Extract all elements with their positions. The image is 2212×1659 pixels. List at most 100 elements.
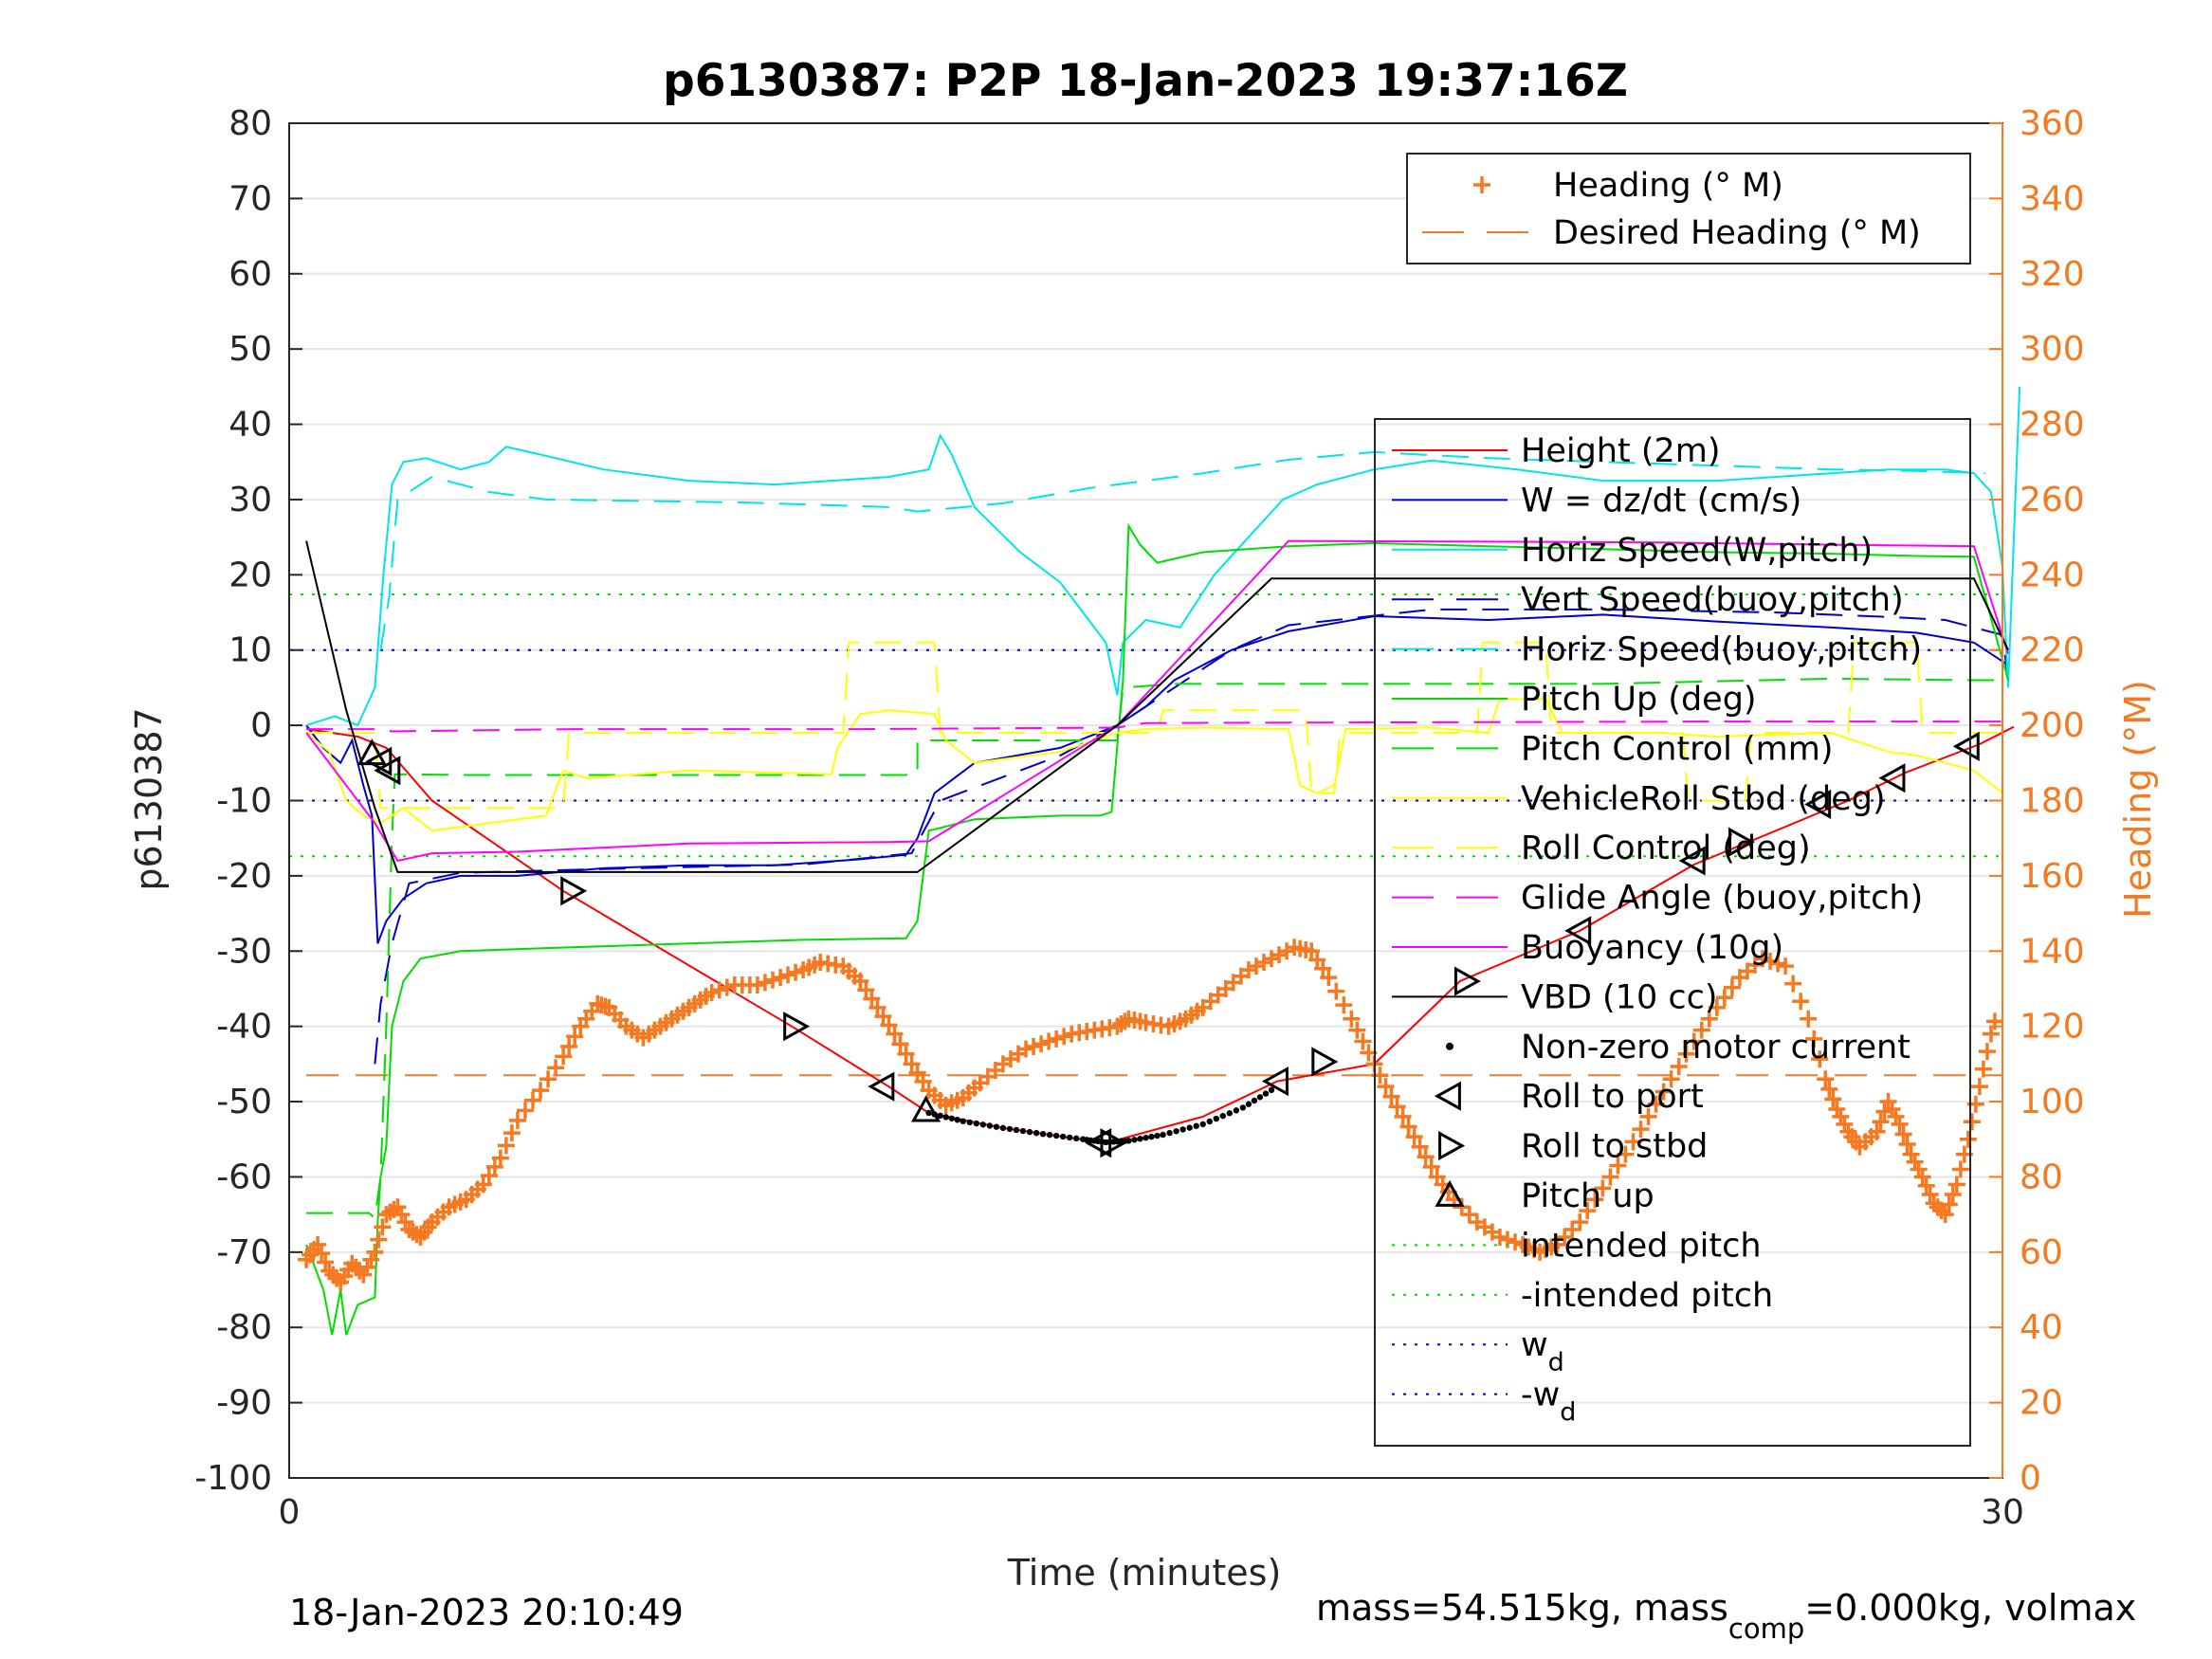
heading-marker — [1601, 1168, 1619, 1186]
heading-marker — [1239, 961, 1257, 979]
y-right-tick-label: 220 — [2020, 631, 2085, 670]
heading-marker — [389, 1198, 407, 1216]
motor-current-dot — [1073, 1135, 1080, 1142]
motor-current-dot — [1066, 1134, 1073, 1141]
y-right-tick-label: 180 — [2020, 782, 2085, 821]
y-tick-label: 20 — [229, 556, 272, 594]
legend-label: Pitch Control (mm) — [1521, 730, 1833, 768]
y-tick-label: -100 — [194, 1459, 272, 1498]
heading-marker — [763, 971, 781, 989]
heading-marker — [362, 1250, 380, 1268]
heading-marker — [1875, 1103, 1893, 1121]
heading-marker — [516, 1102, 534, 1120]
heading-marker — [1460, 1206, 1478, 1224]
heading-marker — [1792, 993, 1810, 1011]
y-tick-label: 40 — [229, 406, 272, 445]
y-tick-label: -20 — [216, 857, 272, 896]
heading-marker — [1978, 1043, 1996, 1061]
legend-swatch — [1446, 1042, 1453, 1050]
heading-marker — [555, 1048, 573, 1066]
series-line — [305, 725, 2015, 1144]
roll-port-marker — [1952, 731, 1980, 761]
heading-marker — [1354, 1032, 1372, 1050]
y-tick-label: -70 — [216, 1233, 272, 1272]
series-line — [305, 539, 2009, 863]
motor-current-dot — [1026, 1128, 1033, 1136]
y-right-tick-label: 200 — [2020, 706, 2085, 745]
heading-marker — [1917, 1176, 1935, 1194]
heading-marker — [358, 1258, 376, 1276]
legend-label: Desired Heading (° M) — [1553, 214, 1921, 252]
y-axis-right-label: Heading (°M) — [2117, 680, 2159, 919]
heading-marker — [1947, 1176, 1965, 1194]
heading-marker — [1754, 950, 1772, 968]
legend-heading: Heading (° M) Desired Heading (° M) — [1406, 153, 1971, 264]
motor-current-dot — [1013, 1126, 1020, 1134]
y-axis-label: p6130387 — [128, 707, 170, 890]
roll-port-marker — [1261, 1066, 1289, 1097]
series-line — [305, 522, 2009, 1336]
heading-marker — [351, 1262, 369, 1280]
heading-marker — [523, 1091, 541, 1109]
heading-marker — [1335, 996, 1353, 1014]
motor-current-dot — [942, 1114, 949, 1121]
heading-marker — [886, 1025, 904, 1043]
heading-marker — [1040, 1032, 1058, 1050]
heading-marker — [1959, 1130, 1977, 1148]
roll-stbd-marker — [1728, 827, 1756, 857]
motor-current-dot — [1052, 1132, 1060, 1139]
roll-port-marker — [868, 1071, 895, 1102]
heading-marker — [1762, 952, 1780, 970]
legend-swatch — [1435, 1179, 1465, 1207]
heading-marker — [1417, 1148, 1435, 1166]
series-line — [379, 450, 1985, 650]
heading-marker — [1769, 955, 1787, 973]
legend-label: Buoyancy (10g) — [1521, 929, 1783, 967]
axes: 80706050403020100-10-20-30-40-50-60-70-8… — [194, 104, 2084, 1532]
heading-marker — [1327, 982, 1345, 1000]
heading-marker — [1805, 1030, 1823, 1048]
footer-mass-a: mass=54.515kg, mass — [1316, 1587, 1728, 1629]
footer-mass-info: mass=54.515kg, masscomp=0.000kg, volmax — [1316, 1587, 2136, 1645]
motor-current-dot — [1186, 1124, 1193, 1131]
motor-current-dot — [979, 1121, 987, 1128]
y-tick-label: -60 — [216, 1158, 272, 1196]
motor-current-dot — [1131, 1137, 1138, 1143]
heading-marker — [309, 1235, 327, 1253]
heading-marker — [1902, 1145, 1920, 1163]
heading-marker — [503, 1124, 521, 1142]
motor-current-dot — [1148, 1133, 1155, 1140]
heading-marker — [779, 966, 797, 984]
heading-marker — [491, 1149, 509, 1167]
legend-label: Glide Angle (buoy,pitch) — [1521, 880, 1923, 918]
heading-marker — [1343, 1010, 1361, 1028]
heading-marker — [1411, 1138, 1429, 1156]
x-tick-label: 0 — [279, 1493, 301, 1532]
roll-stbd-marker — [1453, 966, 1481, 996]
footer-mass-sub: comp — [1728, 1613, 1804, 1645]
motor-current-dot — [1233, 1107, 1240, 1114]
roll-stbd-marker — [560, 876, 588, 906]
legend-label: Vert Speed(buoy,pitch) — [1521, 581, 1904, 619]
motor-current-dot — [960, 1118, 966, 1124]
legend-label: Roll Control (deg) — [1521, 830, 1811, 867]
heading-marker — [1382, 1087, 1400, 1105]
legend-label: Height (2m) — [1521, 432, 1721, 470]
heading-marker — [1951, 1160, 1969, 1178]
heading-marker — [1921, 1185, 1939, 1203]
heading-marker — [718, 978, 736, 996]
footer-mass-b: =0.000kg, volmax — [1804, 1587, 2136, 1629]
y-right-tick-label: 0 — [2020, 1459, 2041, 1498]
heading-marker — [1777, 957, 1795, 975]
legend-swatch — [1438, 1131, 1466, 1161]
legend-swatch — [1434, 1081, 1461, 1111]
heading-marker — [1377, 1078, 1395, 1096]
y-tick-label: -90 — [216, 1384, 272, 1423]
heading-marker — [1303, 942, 1321, 960]
roll-port-marker — [1085, 1128, 1112, 1158]
heading-marker — [1868, 1122, 1886, 1140]
heading-marker — [1708, 998, 1726, 1016]
motor-current-dot — [1193, 1122, 1199, 1129]
y-right-tick-label: 20 — [2020, 1384, 2063, 1423]
heading-marker — [857, 981, 875, 999]
